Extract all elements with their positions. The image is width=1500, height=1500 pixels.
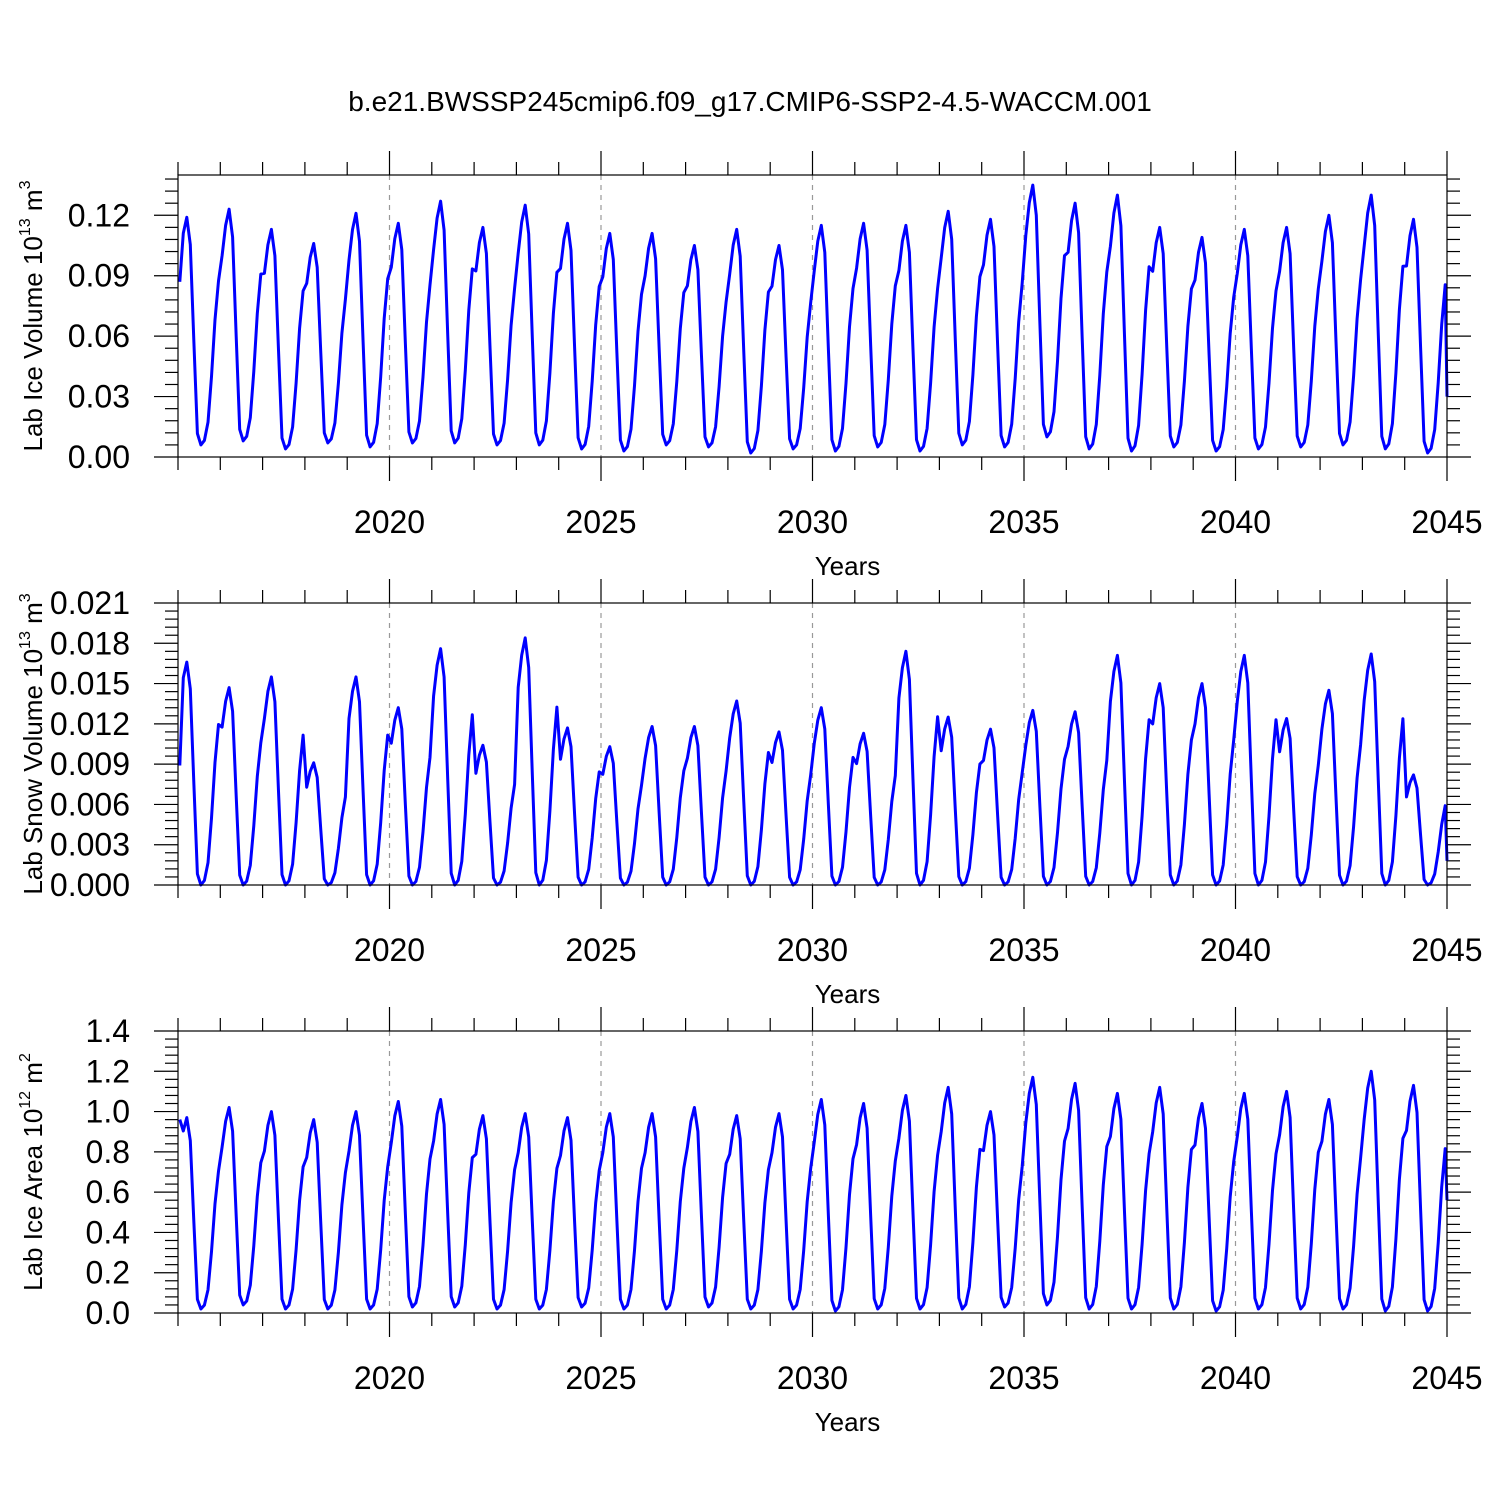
y-label-unit-exp: 2 — [17, 1053, 34, 1062]
y-tick-label: 0.018 — [50, 625, 130, 661]
x-tick-label: 2025 — [565, 1360, 636, 1396]
panel-ice-volume: 2020 2025 2030 2035 2040 2045 0.000.030.060.0… — [17, 151, 1483, 581]
x-tick-label: 2045 — [1411, 1360, 1482, 1396]
y-tick-label: 0.6 — [86, 1174, 130, 1210]
x-axis-label: Years — [815, 551, 881, 581]
x-tick-label: 2045 — [1411, 932, 1482, 968]
x-axis-label: Years — [815, 1407, 881, 1437]
y-tick-label: 0.006 — [50, 786, 130, 822]
x-tick-label: 2040 — [1200, 504, 1271, 540]
y-label-exp: 13 — [17, 218, 34, 236]
y-tick-label: 0.4 — [86, 1214, 130, 1250]
x-tick-label: 2035 — [988, 1360, 1059, 1396]
gridlines — [388, 1031, 1237, 1313]
x-tick-label: 2035 — [988, 932, 1059, 968]
y-tick-label: 0.021 — [50, 585, 130, 621]
x-tick-label: 2040 — [1200, 1360, 1271, 1396]
y-axis-label: Lab Snow Volume 1013 m3 — [17, 593, 48, 894]
y-label-main: Lab Ice Area 10 — [18, 1109, 48, 1291]
y-label-exp: 12 — [17, 1091, 34, 1109]
y-axis-label: Lab Ice Area 1012 m2 — [17, 1053, 48, 1291]
x-tick-label: 2025 — [565, 504, 636, 540]
x-tick-label: 2020 — [354, 1360, 425, 1396]
x-tick-label: 2025 — [565, 932, 636, 968]
y-label-main: Lab Ice Volume 10 — [18, 236, 48, 451]
x-tick-label: 2030 — [777, 1360, 848, 1396]
y-label-unit: m — [18, 189, 48, 218]
figure-title: b.e21.BWSSP245cmip6.f09_g17.CMIP6-SSP2-4… — [348, 86, 1152, 117]
y-tick-label: 0.003 — [50, 827, 130, 863]
y-tick-label: 0.03 — [68, 379, 130, 415]
x-tick-label: 2030 — [777, 504, 848, 540]
plot-frame — [177, 602, 1448, 886]
y-label-main: Lab Snow Volume 10 — [18, 649, 48, 895]
y-tick-label: 0.012 — [50, 706, 130, 742]
y-ticks: 0.000 0.003 0.006 0.009 0.012 0.015 0.018 0.021 — [50, 585, 1471, 903]
x-tick-label: 2020 — [354, 932, 425, 968]
y-tick-label: 0.0 — [86, 1295, 130, 1331]
series-line — [178, 1069, 1449, 1313]
y-tick-label: 1.0 — [86, 1094, 130, 1130]
x-tick-label: 2040 — [1200, 932, 1271, 968]
x-ticks: 2020 2025 2030 2035 2040 2045 — [177, 1007, 1483, 1396]
y-label-unit: m — [18, 602, 48, 631]
x-tick-label: 2020 — [354, 504, 425, 540]
y-ticks: 0.00 0.03 0.06 0.09 0.12 — [68, 178, 1471, 475]
y-label-exp: 13 — [17, 631, 34, 649]
y-tick-label: 0.8 — [86, 1134, 130, 1170]
series-line — [178, 636, 1449, 887]
x-ticks: 2020 2025 2030 2035 2040 2045 — [177, 579, 1483, 968]
y-tick-label: 0.09 — [68, 258, 130, 294]
y-tick-label: 0.2 — [86, 1255, 130, 1291]
y-tick-label: 0.00 — [68, 439, 130, 475]
y-label-unit-exp: 3 — [17, 593, 34, 602]
x-tick-label: 2045 — [1411, 504, 1482, 540]
gridlines — [388, 603, 1237, 885]
y-tick-label: 0.000 — [50, 867, 130, 903]
y-axis-label: Lab Ice Volume 1013 m3 — [17, 180, 48, 451]
y-label-unit-exp: 3 — [17, 180, 34, 189]
x-axis-label: Years — [815, 979, 881, 1009]
y-label-unit: m — [18, 1062, 48, 1091]
y-tick-label: 0.12 — [68, 197, 130, 233]
x-tick-label: 2035 — [988, 504, 1059, 540]
y-tick-label: 1.4 — [86, 1013, 130, 1049]
x-tick-label: 2030 — [777, 932, 848, 968]
gridlines — [388, 175, 1237, 457]
plot-frame — [177, 174, 1448, 458]
plot-frame — [177, 1030, 1448, 1314]
series-line — [178, 183, 1449, 455]
y-tick-label: 0.015 — [50, 666, 130, 702]
x-ticks: 2020 2025 2030 2035 2040 2045 — [177, 151, 1483, 540]
y-tick-label: 0.009 — [50, 746, 130, 782]
y-tick-label: 0.06 — [68, 318, 130, 354]
panel-snow-volume: 2020 2025 2030 2035 2040 2045 0.000 0.003 0.006… — [17, 579, 1483, 1009]
y-tick-label: 1.2 — [86, 1053, 130, 1089]
y-ticks: 0.0 0.2 0.4 0.6 0.8 1.0 1.2 1.4 — [86, 1013, 1471, 1331]
panel-ice-area: 2020 2025 2030 2035 2040 2045 0.0 0.2 0.4 0.6 0.8… — [17, 1007, 1483, 1437]
